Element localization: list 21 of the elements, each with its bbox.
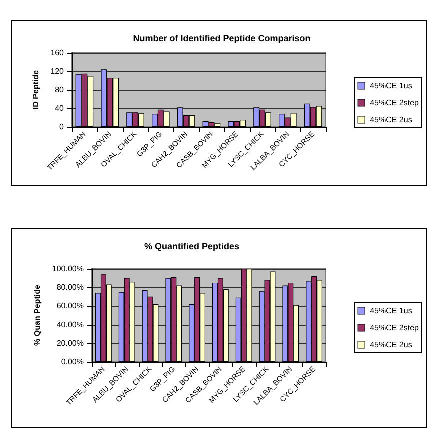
y-tick-label: 0: [60, 122, 65, 132]
y-tick-label: 40: [55, 104, 65, 113]
y-tick-label: 40.00%: [56, 320, 84, 330]
y-tick-label: 160: [50, 48, 65, 58]
legend-label: 45%CE 2us: [370, 116, 412, 124]
y-axis-title: ID Peptide: [31, 70, 40, 110]
y-tick-label: 80.00%: [56, 283, 84, 292]
legend-label: 45%CE 2step: [370, 98, 420, 108]
legend-label: 45%CE 2us: [370, 340, 412, 350]
legend-label: 45%CE 1us: [370, 82, 412, 90]
y-tick-label: 80: [55, 86, 65, 94]
y-tick-label: 120: [50, 67, 65, 76]
y-axis-title: % Quan Peptide: [33, 284, 42, 346]
y-tick-label: 0.00%: [61, 358, 84, 366]
y-tick-label: 20.00%: [56, 338, 84, 348]
chart-title: Number of Identified Peptide Comparison: [133, 34, 311, 44]
chart-title: % Quantified Peptides: [144, 242, 240, 252]
y-tick-label: 60.00%: [56, 302, 84, 311]
y-tick-label: 100.00%: [52, 264, 84, 274]
legend-label: 45%CE 2step: [370, 324, 420, 332]
legend-label: 45%CE 1us: [370, 306, 412, 316]
